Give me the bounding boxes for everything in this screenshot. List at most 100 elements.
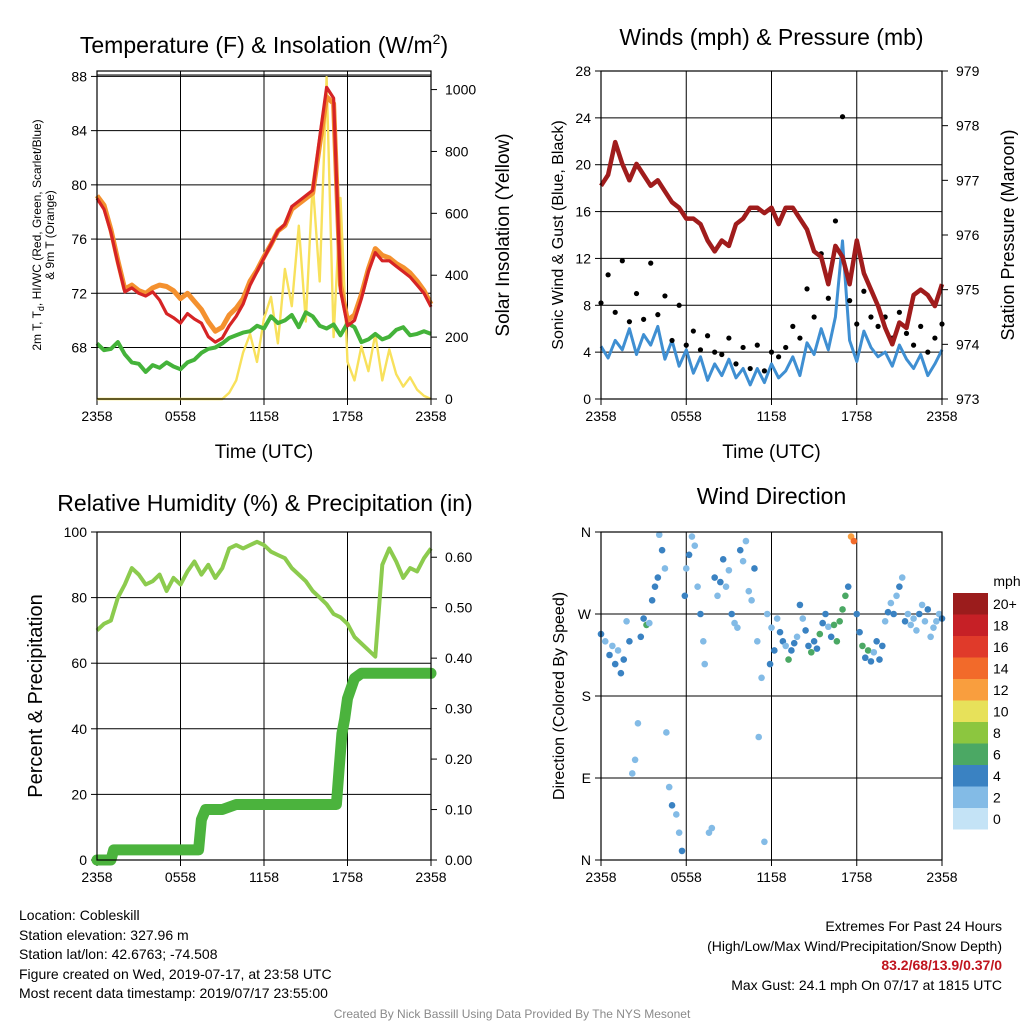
legend-swatch — [953, 593, 988, 615]
gust-point — [662, 293, 668, 299]
temp-x-axis-label: Time (UTC) — [215, 442, 314, 463]
extremes-values: 83.2/68/13.9/0.37/0 — [881, 957, 1002, 973]
direction-point — [609, 642, 616, 650]
direction-point — [742, 537, 750, 545]
direction-point — [805, 642, 812, 650]
dewpoint-line — [95, 310, 432, 374]
direction-point — [930, 624, 937, 631]
direction-point — [864, 647, 872, 654]
direction-point — [673, 811, 680, 818]
gust-point — [861, 288, 867, 294]
direction-point — [678, 847, 686, 855]
gust-point — [683, 342, 689, 348]
direction-point — [907, 621, 915, 629]
direction-point — [856, 628, 863, 636]
wind-plot-border — [600, 70, 943, 400]
direction-point — [753, 638, 761, 645]
temp-y2-tick-label: 200 — [445, 329, 469, 345]
wind-y-tick-label: 8 — [583, 297, 591, 313]
temp-y-label-part: 2m T, T — [30, 310, 44, 350]
temp-title-main: Temperature (F) & Insolation (W/m — [80, 32, 433, 58]
direction-point — [614, 647, 622, 654]
direction-point — [839, 606, 846, 613]
direction-point — [799, 615, 807, 622]
wind-y-tick-label: 28 — [575, 63, 591, 79]
direction-point — [933, 617, 940, 625]
direction-point — [748, 597, 755, 604]
rh-y-tick-label: 80 — [71, 590, 87, 606]
wind-y2-tick-label: 976 — [956, 227, 980, 243]
direction-point — [700, 638, 707, 645]
temp-y-tick-label: 88 — [71, 68, 87, 84]
direction-point — [927, 633, 934, 641]
wind-y-tick-label: 16 — [575, 204, 591, 220]
direction-point — [913, 627, 920, 634]
direction-point — [884, 608, 892, 616]
temp-title-sup: 2 — [433, 31, 441, 47]
sonic-wind-line — [599, 239, 944, 387]
direction-point — [813, 645, 821, 652]
created-text: Figure created on Wed, 2019-07-17, at 23… — [19, 965, 332, 982]
dir-x-tick-label: 1758 — [841, 869, 872, 885]
direction-point — [850, 537, 858, 545]
gust-point — [839, 114, 846, 120]
direction-point — [790, 639, 798, 647]
direction-point — [836, 617, 843, 625]
direction-point — [601, 638, 609, 645]
direction-point — [714, 592, 721, 600]
gust-point — [747, 365, 753, 372]
credit-text: Created By Nick Bassill Using Data Provi… — [333, 1007, 691, 1021]
rh-plot-border — [96, 531, 432, 861]
direction-point — [663, 729, 670, 736]
dir-y-axis-label: Direction (Colored By Speed) — [551, 592, 568, 800]
rh-chart-title: Relative Humidity (%) & Precipitation (i… — [57, 490, 472, 516]
gust-point — [719, 351, 725, 358]
direction-point — [640, 615, 647, 622]
rh-y2-tick-label: 0.60 — [445, 549, 472, 565]
wind-y-tick-label: 20 — [575, 157, 591, 173]
dir-y-tick-label: S — [582, 688, 591, 704]
direction-point — [648, 597, 656, 604]
direction-point — [796, 601, 804, 609]
wind-y2-tick-label: 977 — [956, 172, 980, 188]
legend-swatch — [953, 657, 988, 679]
temp-y2-tick-label: 800 — [445, 143, 469, 159]
extremes-title: Extremes For Past 24 Hours — [825, 918, 1002, 934]
wind-y2-tick-label: 975 — [956, 282, 980, 298]
gust-point — [918, 323, 924, 329]
gust-point — [768, 349, 775, 355]
dir-x-tick-label: 1158 — [756, 869, 786, 885]
direction-point — [802, 627, 809, 634]
precipitation-line — [91, 667, 437, 866]
gust-point — [754, 342, 760, 348]
direction-point — [807, 648, 815, 656]
direction-point — [697, 610, 704, 618]
temp-chart-title: Temperature (F) & Insolation (W/m2) — [80, 31, 448, 58]
direction-point — [782, 642, 790, 650]
direction-point — [879, 642, 886, 650]
direction-point — [675, 829, 683, 836]
gust-point — [932, 335, 938, 341]
rh-x-tick-label: 1158 — [249, 869, 279, 885]
rh-x-tick-label: 2358 — [81, 869, 112, 885]
direction-point — [844, 583, 852, 590]
temp-y-label-sub: d — [36, 306, 46, 311]
temp-y-tick-label: 76 — [71, 231, 87, 247]
gust-point — [825, 295, 831, 301]
direction-point — [606, 651, 613, 659]
temp-y-axis-label: 2m T, Td, HI/WC (Red, Green, Scarlet/Blu… — [30, 119, 57, 350]
rh-y-tick-label: 60 — [71, 655, 87, 671]
direction-point — [870, 648, 878, 656]
temp-y-tick-label: 72 — [71, 285, 87, 301]
legend-label: 14 — [993, 661, 1009, 677]
relative-humidity-line — [95, 539, 433, 659]
rh-x-tick-label: 0558 — [165, 869, 196, 885]
gust-point — [641, 316, 647, 322]
legend-swatch — [953, 808, 988, 830]
direction-point — [725, 566, 733, 574]
wind-chart-title: Winds (mph) & Pressure (mb) — [619, 24, 923, 50]
legend-swatch — [953, 700, 988, 722]
direction-point — [853, 610, 861, 618]
direction-point — [617, 669, 625, 677]
